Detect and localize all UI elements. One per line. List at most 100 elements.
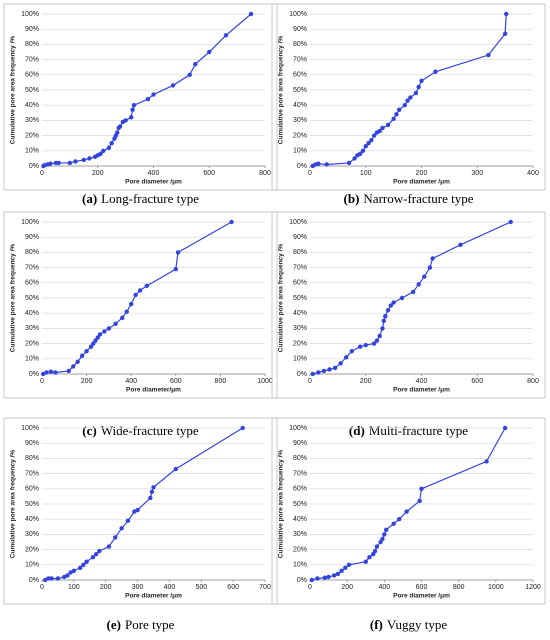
data-point <box>380 125 385 131</box>
y-tick-label: 20% <box>25 546 39 553</box>
y-tick-label: 10% <box>293 562 307 569</box>
y-tick-label: 10% <box>293 148 307 155</box>
x-tick-label: 0 <box>40 584 44 591</box>
data-point <box>119 526 124 531</box>
x-tick-label: 400 <box>527 170 539 177</box>
data-point <box>131 103 137 108</box>
caption-text: Multi-fracture type <box>369 423 468 438</box>
data-point <box>326 574 331 580</box>
data-point <box>324 162 329 167</box>
caption-label: (e) <box>107 617 121 632</box>
data-point <box>419 78 424 84</box>
y-tick-label: 90% <box>293 440 307 447</box>
data-point <box>148 495 153 501</box>
y-tick-label: 50% <box>25 501 39 508</box>
caption: (d) Multi-fracture type <box>349 423 468 438</box>
x-tick-label: 300 <box>132 584 144 591</box>
y-tick-label: 20% <box>25 340 39 347</box>
x-tick-label: 800 <box>215 378 227 385</box>
data-point <box>391 300 396 305</box>
y-tick-label: 30% <box>293 531 307 538</box>
x-tick-label: 200 <box>416 170 428 177</box>
data-point <box>316 161 321 166</box>
y-tick-label: 40% <box>25 310 39 317</box>
data-point <box>46 576 51 581</box>
x-tick-label: 1000 <box>488 584 504 591</box>
data-point <box>381 318 387 323</box>
caption: (b) Narrow-fracture type <box>344 191 474 206</box>
data-point <box>40 371 46 377</box>
y-tick-label: 50% <box>293 87 307 94</box>
caption: (c) Wide-fracture type <box>82 423 199 438</box>
data-point <box>363 144 368 149</box>
y-axis-label: Cumulative pore area frequency /% <box>278 244 285 353</box>
data-point <box>352 156 357 161</box>
x-tick-label: 400 <box>148 170 160 177</box>
data-point <box>129 115 134 120</box>
x-tick-label: 100 <box>68 584 80 591</box>
data-point <box>106 326 112 331</box>
data-point <box>433 69 438 74</box>
caption-text: Wide-fracture type <box>101 423 199 438</box>
y-tick-label: 100% <box>21 11 39 18</box>
data-point <box>84 349 89 354</box>
y-tick-label: 30% <box>25 531 39 538</box>
data-point <box>175 250 181 255</box>
y-tick-label: 100% <box>21 425 39 432</box>
caption-label: (c) <box>82 423 96 438</box>
data-point <box>504 11 509 17</box>
x-tick-label: 600 <box>227 584 239 591</box>
data-point <box>97 332 103 337</box>
y-tick-label: 10% <box>25 148 39 155</box>
y-axis-label: Cumulative pore area frequency /% <box>10 450 17 559</box>
data-point <box>374 338 380 343</box>
x-tick-label: 400 <box>416 378 428 385</box>
data-point <box>95 335 100 340</box>
caption-label: (d) <box>349 423 365 438</box>
data-point <box>486 52 491 58</box>
data-point <box>391 116 396 122</box>
y-tick-label: 100% <box>289 11 307 18</box>
data-point <box>135 507 140 513</box>
data-point <box>44 370 49 375</box>
data-point <box>151 92 156 97</box>
data-point <box>137 288 143 293</box>
data-point <box>125 518 131 523</box>
x-tick-label: 700 <box>259 584 271 591</box>
data-point <box>360 148 366 153</box>
x-axis-label: Pore diameter/μm <box>126 387 181 394</box>
data-point <box>187 72 192 78</box>
data-point <box>344 355 349 360</box>
data-point <box>357 344 363 349</box>
y-axis-label: Cumulative pore area frequency /% <box>10 36 17 145</box>
data-point <box>78 565 83 571</box>
y-tick-label: 60% <box>25 72 39 79</box>
data-point <box>338 361 343 366</box>
data-point <box>149 489 155 495</box>
y-tick-label: 80% <box>293 41 307 48</box>
y-tick-label: 0% <box>297 163 307 170</box>
caption-label: (a) <box>82 191 97 206</box>
data-point <box>346 562 352 567</box>
x-tick-label: 400 <box>164 584 176 591</box>
data-point <box>417 498 422 504</box>
caption-label: (b) <box>344 191 360 206</box>
data-point <box>402 103 407 108</box>
data-point <box>67 160 73 166</box>
x-tick-label: 600 <box>416 584 428 591</box>
data-point <box>383 527 389 533</box>
data-point <box>193 61 198 67</box>
data-point <box>240 425 245 431</box>
y-tick-label: 60% <box>293 486 307 493</box>
y-tick-label: 80% <box>293 249 307 256</box>
data-point <box>385 122 391 128</box>
caption: (e) Pore type <box>107 617 175 632</box>
y-tick-label: 50% <box>25 295 39 302</box>
data-point <box>416 282 421 287</box>
y-tick-label: 60% <box>25 486 39 493</box>
y-tick-label: 20% <box>293 546 307 553</box>
y-tick-label: 0% <box>297 371 307 378</box>
y-tick-label: 30% <box>293 325 307 332</box>
y-tick-label: 40% <box>25 102 39 109</box>
data-point <box>366 141 371 146</box>
